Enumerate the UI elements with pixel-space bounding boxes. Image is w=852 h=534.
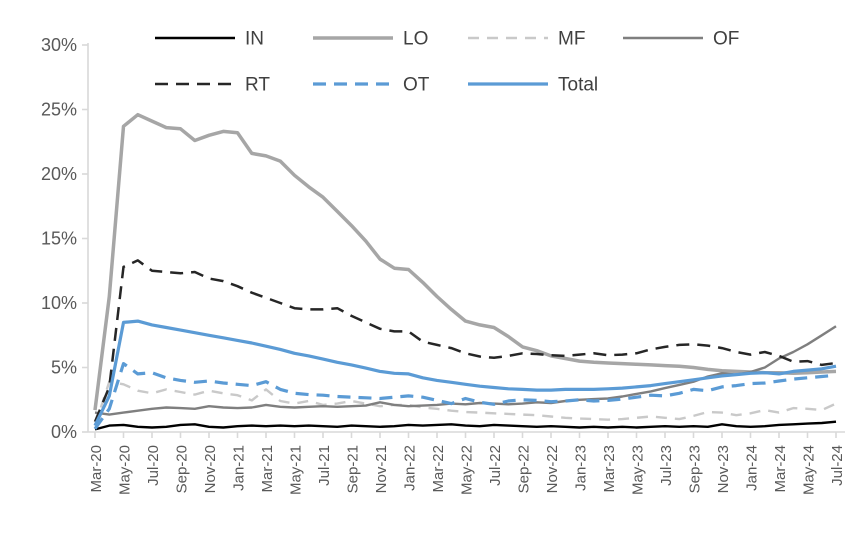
x-tick-label: Jul-20 (145, 445, 162, 486)
x-tick-label: Jul-21 (316, 445, 333, 486)
y-tick-label: 30% (41, 35, 77, 55)
legend-item-Total: Total (468, 75, 598, 96)
x-tick-label: Nov-20 (202, 445, 219, 493)
x-tick-label: May-22 (459, 445, 476, 495)
y-tick-label: 5% (51, 358, 77, 378)
x-tick-label: May-23 (630, 445, 647, 495)
series-line-Total (93, 319, 837, 427)
y-tick-label: 10% (41, 293, 77, 313)
x-tick-label: Jul-24 (829, 445, 846, 486)
x-tick-label: Mar-22 (430, 445, 447, 493)
y-tick-label: 25% (41, 100, 77, 120)
x-tick-label: Sep-22 (516, 445, 533, 493)
series-line-OF (94, 325, 837, 416)
x-tick-label: Sep-23 (687, 445, 704, 493)
legend-item-RT: RT (155, 75, 270, 96)
series-line-MF (93, 380, 837, 426)
x-tick-label: Sep-21 (345, 445, 362, 493)
x-tick-label: May-21 (288, 445, 305, 495)
x-tick-label: Mar-23 (601, 445, 618, 493)
x-tick-label: Jul-22 (487, 445, 504, 486)
x-tick-label: May-20 (117, 445, 134, 495)
x-tick-label: Jul-23 (658, 445, 675, 486)
x-tick-label: Mar-20 (88, 445, 105, 493)
y-tick-label: 20% (41, 164, 77, 184)
legend-item-OF: OF (623, 29, 739, 50)
series-line-OT (93, 362, 837, 430)
legend-item-OT: OT (313, 75, 430, 96)
series-line-IN (94, 420, 837, 431)
x-tick-label: Mar-24 (772, 445, 789, 493)
x-tick-label: Jan-22 (402, 445, 419, 491)
legend-label-LO: LO (403, 29, 428, 50)
series-line-LO (93, 112, 837, 411)
legend-label-IN: IN (245, 29, 264, 50)
y-tick-label: 15% (41, 229, 77, 249)
legend-label-OF: OF (713, 29, 739, 50)
legend-label-MF: MF (558, 29, 585, 50)
legend-item-MF: MF (468, 29, 585, 50)
x-tick-label: Nov-23 (715, 445, 732, 493)
x-tick-label: Nov-22 (544, 445, 561, 493)
legend-label-OT: OT (403, 75, 430, 96)
x-tick-label: Nov-21 (373, 445, 390, 493)
x-tick-label: Mar-21 (259, 445, 276, 493)
legend-item-IN: IN (155, 29, 264, 50)
legend-label-RT: RT (245, 75, 270, 96)
legend-label-Total: Total (558, 75, 598, 96)
legend-item-LO: LO (313, 29, 428, 50)
y-tick-label: 0% (51, 422, 77, 442)
x-tick-label: Jan-24 (744, 445, 761, 491)
x-tick-label: Jan-21 (231, 445, 248, 491)
x-tick-label: Jan-23 (573, 445, 590, 491)
series-line-RT (93, 259, 837, 423)
x-tick-label: Sep-20 (174, 445, 191, 493)
x-tick-label: May-24 (801, 445, 818, 495)
